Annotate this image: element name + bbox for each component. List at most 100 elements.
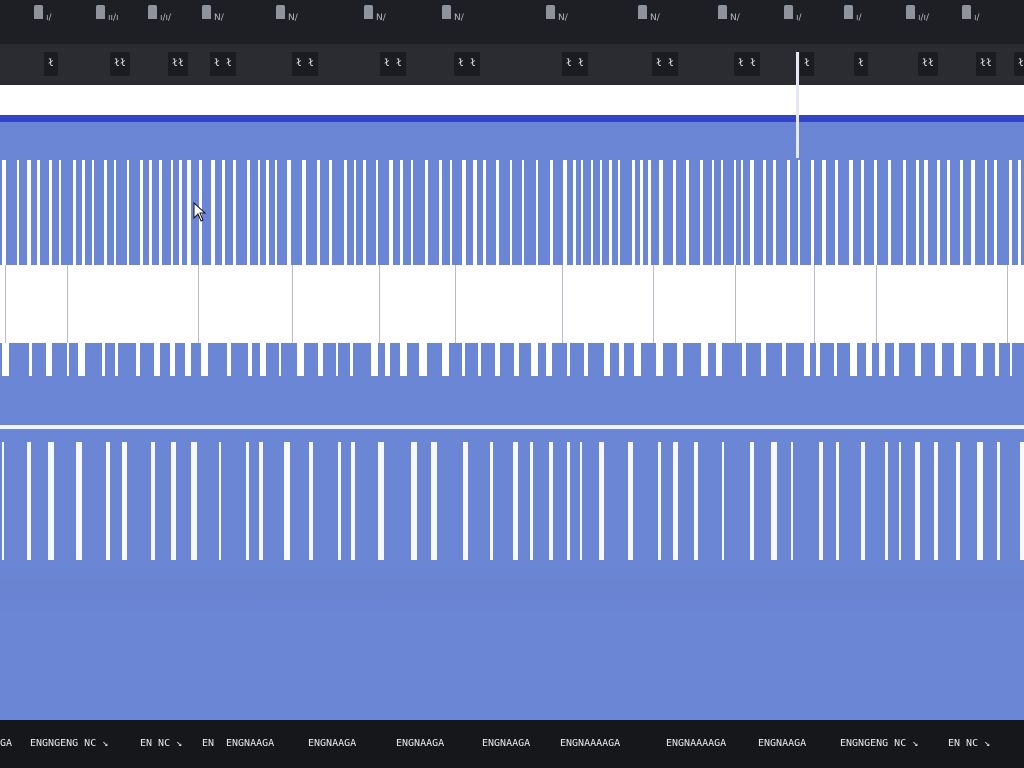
stripe-mark [73, 160, 76, 265]
stripe-mark [888, 160, 891, 265]
panel-divider [735, 265, 736, 343]
stripe-mark [439, 160, 442, 265]
stripe-mark [114, 160, 116, 265]
stripe-mark [956, 442, 960, 562]
stripe-mark [338, 442, 341, 562]
toolbar-marker[interactable]: łł [110, 52, 131, 76]
toolbar-marker[interactable]: ł [1014, 52, 1024, 76]
tab[interactable]: N/ [364, 0, 386, 44]
stripe-mark [934, 442, 938, 562]
tab[interactable]: ı/ı/ [906, 0, 929, 44]
stripe-mark [483, 160, 486, 265]
tab[interactable]: ıı/ı [96, 0, 119, 44]
stripe-mark [266, 160, 269, 265]
tab[interactable]: N/ [638, 0, 660, 44]
stripe-mark [894, 343, 899, 376]
stripe-mark [389, 160, 393, 265]
toolbar-marker[interactable]: ł ł [292, 52, 319, 76]
toolbar-marker[interactable]: ł ł [734, 52, 761, 76]
stripe-mark [37, 160, 40, 265]
toolbar-marker[interactable]: ł ł [652, 52, 679, 76]
stripe-mark [247, 160, 250, 265]
stripe-mark [419, 343, 427, 376]
stripe-mark [385, 343, 390, 376]
content-panel [0, 265, 1024, 343]
toolbar-marker[interactable]: ł [800, 52, 815, 76]
stripe-mark [140, 160, 143, 265]
stripe-mark [171, 442, 176, 562]
status-bar: GA ENGNGENG NC ↘ EN NC ↘ EN ENGNAAGA ENG… [0, 720, 1024, 768]
stripe-mark [411, 442, 417, 562]
toolbar-marker[interactable]: ł ł [380, 52, 407, 76]
stripe-mark [822, 160, 826, 265]
toolbar-marker[interactable]: ł [854, 52, 869, 76]
stripe-mark [513, 442, 518, 562]
stripe-mark [985, 160, 987, 265]
toolbar-marker[interactable]: ł ł [562, 52, 589, 76]
stripe-mark [2, 343, 9, 376]
tab[interactable]: N/ [546, 0, 568, 44]
stripe-mark [584, 343, 588, 376]
scrollbar-handle[interactable] [796, 52, 799, 158]
toolbar-marker[interactable]: ł ł [210, 52, 237, 76]
stripe-mark [260, 343, 266, 376]
stripe-mark [761, 343, 766, 376]
tab-favicon-icon [442, 5, 451, 19]
tab-strip: ı/ ıı/ı ı/ı/ N/ N/ N/ N/ N/ N/ N/ ı/ ı/ … [0, 0, 1024, 44]
stripe-mark [149, 160, 152, 265]
stripe-mark [400, 160, 403, 265]
tab-label: N/ [558, 13, 568, 23]
stripe-mark [309, 442, 313, 562]
stripe-mark [431, 442, 437, 562]
stripe-mark [995, 343, 999, 376]
stripe-mark [591, 160, 593, 265]
tab[interactable]: ı/ı/ [148, 0, 171, 44]
stripe-mark [673, 442, 678, 562]
tab-label: N/ [376, 13, 386, 23]
stripe-mark [275, 160, 277, 265]
toolbar-marker[interactable]: łł [976, 52, 997, 76]
stripe-mark [750, 442, 754, 562]
stripe-mark [371, 343, 378, 376]
tab[interactable]: N/ [202, 0, 224, 44]
stripe-mark [976, 343, 983, 376]
stripe-mark [191, 442, 197, 562]
tab[interactable]: N/ [718, 0, 740, 44]
stripe-mark [971, 160, 975, 265]
stripe-mark [106, 442, 110, 562]
blurred-band [0, 560, 1024, 620]
status-item: ENGNGENG NC ↘ [840, 738, 919, 749]
stripe-mark [947, 160, 950, 265]
tab-label: ı/ [856, 13, 862, 23]
tab[interactable]: ı/ [34, 0, 52, 44]
stripe-mark [495, 343, 500, 376]
stripe-mark [318, 343, 323, 376]
stripe-mark [677, 343, 683, 376]
status-item: EN NC ↘ [948, 738, 991, 749]
stripe-mark [618, 160, 620, 265]
tab[interactable]: ı/ [962, 0, 980, 44]
tab-label: N/ [730, 13, 740, 23]
toolbar-marker[interactable]: łł [168, 52, 189, 76]
stripe-mark [604, 343, 610, 376]
panel-divider [562, 265, 563, 343]
tab[interactable]: ı/ [844, 0, 862, 44]
stripe-mark [463, 442, 468, 562]
toolbar-marker[interactable]: ł ł [454, 52, 481, 76]
stripe-mark [874, 160, 877, 265]
toolbar-marker[interactable]: łł [918, 52, 939, 76]
toolbar-marker[interactable]: ł [44, 52, 59, 76]
stripe-mark [159, 160, 162, 265]
tab[interactable]: N/ [276, 0, 298, 44]
tab[interactable]: N/ [442, 0, 464, 44]
stripe-mark [78, 343, 85, 376]
tab-favicon-icon [844, 5, 853, 19]
tab-label: N/ [454, 13, 464, 23]
tab-label: ı/ [796, 13, 802, 23]
stripe-mark [258, 160, 260, 265]
tab[interactable]: ı/ [784, 0, 802, 44]
stripe-mark [819, 442, 823, 562]
stripe-mark [1010, 343, 1012, 376]
stripe-mark [903, 160, 906, 265]
